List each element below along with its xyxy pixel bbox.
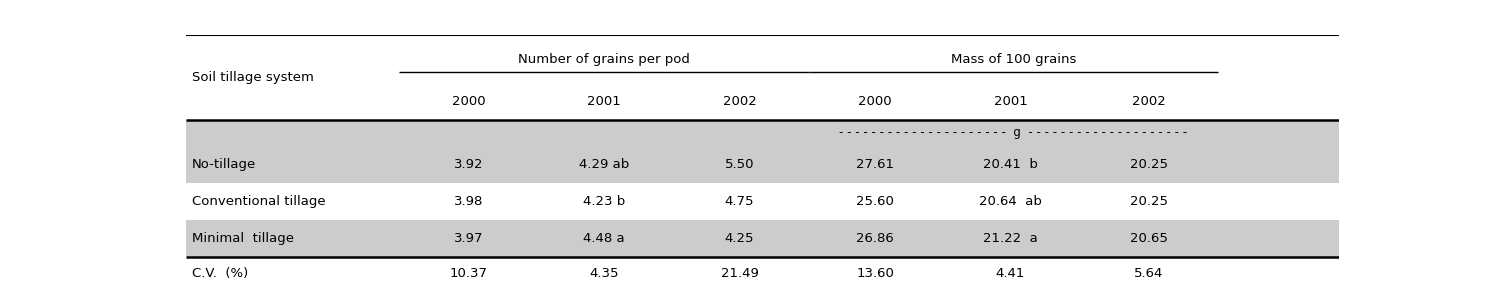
Bar — [186, 220, 1339, 257]
Text: 13.60: 13.60 — [856, 267, 894, 280]
Text: 2000: 2000 — [859, 95, 891, 108]
Text: 2001: 2001 — [994, 95, 1027, 108]
Text: 10.37: 10.37 — [449, 267, 488, 280]
Text: 3.97: 3.97 — [454, 232, 484, 245]
Text: 2002: 2002 — [1132, 95, 1165, 108]
Text: 5.50: 5.50 — [725, 158, 754, 171]
Text: 21.22  a: 21.22 a — [984, 232, 1039, 245]
Text: Number of grains per pod: Number of grains per pod — [518, 53, 690, 66]
Text: 26.86: 26.86 — [856, 232, 894, 245]
Text: 4.75: 4.75 — [725, 195, 754, 208]
Text: - - - - - - - - - - - - - - - - - - - - -  g  - - - - - - - - - - - - - - - - - : - - - - - - - - - - - - - - - - - - - - … — [839, 126, 1187, 139]
Text: 4.35: 4.35 — [589, 267, 619, 280]
Text: 20.64  ab: 20.64 ab — [979, 195, 1042, 208]
Text: Soil tillage system: Soil tillage system — [192, 71, 314, 84]
Text: 3.92: 3.92 — [454, 158, 484, 171]
Text: 4.29 ab: 4.29 ab — [579, 158, 629, 171]
Text: No-tillage: No-tillage — [192, 158, 256, 171]
Text: 4.23 b: 4.23 b — [583, 195, 625, 208]
Text: 3.98: 3.98 — [454, 195, 484, 208]
Text: 20.25: 20.25 — [1129, 158, 1168, 171]
Text: 4.41: 4.41 — [995, 267, 1025, 280]
Text: 20.25: 20.25 — [1129, 195, 1168, 208]
Text: Minimal  tillage: Minimal tillage — [192, 232, 293, 245]
Text: Mass of 100 grains: Mass of 100 grains — [951, 53, 1076, 66]
Text: 27.61: 27.61 — [856, 158, 894, 171]
Text: 20.41  b: 20.41 b — [984, 158, 1039, 171]
Text: 2002: 2002 — [723, 95, 756, 108]
Text: 20.65: 20.65 — [1129, 232, 1168, 245]
Text: 21.49: 21.49 — [720, 267, 759, 280]
Bar — [186, 120, 1339, 146]
Text: C.V.  (%): C.V. (%) — [192, 267, 248, 280]
Text: 4.48 a: 4.48 a — [583, 232, 625, 245]
Text: 4.25: 4.25 — [725, 232, 754, 245]
Text: 2001: 2001 — [588, 95, 620, 108]
Text: 2000: 2000 — [452, 95, 485, 108]
Text: 25.60: 25.60 — [856, 195, 894, 208]
Text: 5.64: 5.64 — [1134, 267, 1164, 280]
Bar — [186, 146, 1339, 183]
Text: Conventional tillage: Conventional tillage — [192, 195, 326, 208]
